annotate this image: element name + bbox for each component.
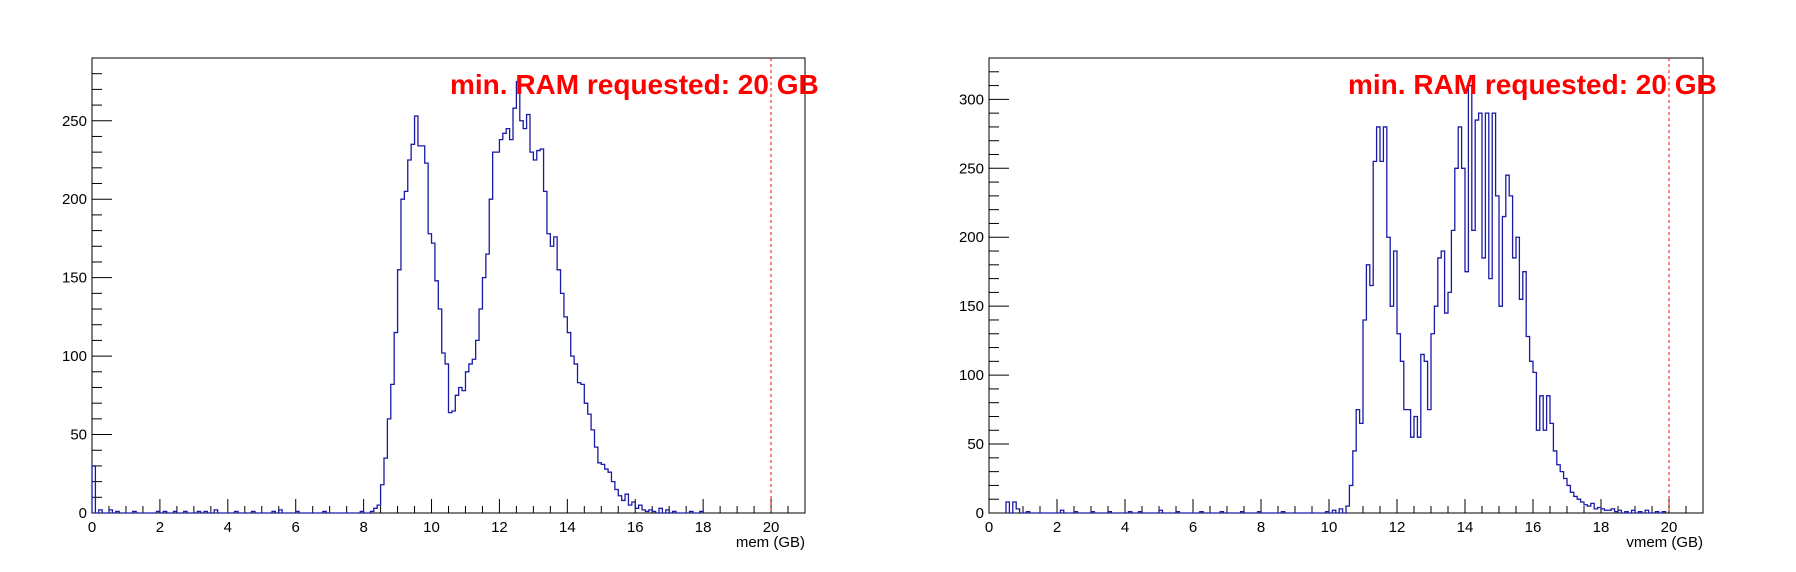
x-tick-label: 2	[1053, 519, 1061, 536]
y-tick-label: 100	[959, 367, 984, 384]
y-tick-label: 0	[79, 505, 87, 522]
histogram-line	[91, 80, 704, 514]
histogram-line	[1005, 84, 1667, 514]
x-tick-label: 10	[423, 519, 440, 536]
y-minor-ticks	[989, 57, 999, 500]
x-tick-label: 4	[1121, 519, 1129, 536]
x-tick-label: 16	[627, 519, 644, 536]
x-tick-label: 12	[1389, 519, 1406, 536]
threshold-annotation: min. RAM requested: 20 GB	[450, 69, 819, 100]
x-tick-label: 0	[985, 519, 993, 536]
y-tick-label: 50	[967, 436, 984, 453]
y-tick-label: 0	[976, 505, 984, 522]
plot-frame	[988, 57, 1704, 514]
x-axis-title: mem (GB)	[736, 534, 805, 551]
y-tick-label: 200	[959, 229, 984, 246]
y-tick-label: 300	[959, 91, 984, 108]
y-tick-label: 150	[959, 298, 984, 315]
x-tick-label: 20	[763, 519, 780, 536]
y-tick-label: 250	[62, 113, 87, 130]
x-tick-label: 18	[1593, 519, 1610, 536]
x-tick-label: 8	[1257, 519, 1265, 536]
x-tick-label: 6	[292, 519, 300, 536]
x-tick-label: 14	[559, 519, 576, 536]
y-tick-label: 250	[959, 160, 984, 177]
x-tick-label: 16	[1525, 519, 1542, 536]
x-tick-label: 6	[1189, 519, 1197, 536]
y-tick-label: 50	[70, 427, 87, 444]
x-tick-label: 12	[491, 519, 508, 536]
x-tick-label: 14	[1457, 519, 1474, 536]
x-tick-label: 10	[1321, 519, 1338, 536]
x-tick-label: 8	[359, 519, 367, 536]
x-tick-label: 0	[88, 519, 96, 536]
x-axis-title: vmem (GB)	[1626, 534, 1703, 551]
x-tick-label: 4	[224, 519, 232, 536]
y-tick-label: 100	[62, 348, 87, 365]
x-tick-label: 2	[156, 519, 164, 536]
threshold-annotation: min. RAM requested: 20 GB	[1348, 69, 1717, 100]
x-tick-label: 18	[695, 519, 712, 536]
plot-frame	[91, 57, 806, 514]
y-tick-label: 200	[62, 191, 87, 208]
x-tick-label: 20	[1661, 519, 1678, 536]
y-tick-label: 150	[62, 270, 87, 287]
